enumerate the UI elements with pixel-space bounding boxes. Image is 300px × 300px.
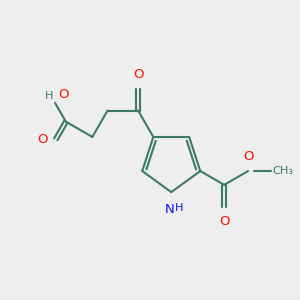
Text: O: O xyxy=(219,215,230,228)
Text: O: O xyxy=(58,88,69,101)
Text: N: N xyxy=(165,203,175,216)
Text: O: O xyxy=(133,68,143,81)
Text: H: H xyxy=(175,203,184,213)
Text: H: H xyxy=(45,92,54,101)
Text: O: O xyxy=(37,133,48,146)
Text: O: O xyxy=(243,150,253,163)
Text: CH₃: CH₃ xyxy=(273,166,294,176)
